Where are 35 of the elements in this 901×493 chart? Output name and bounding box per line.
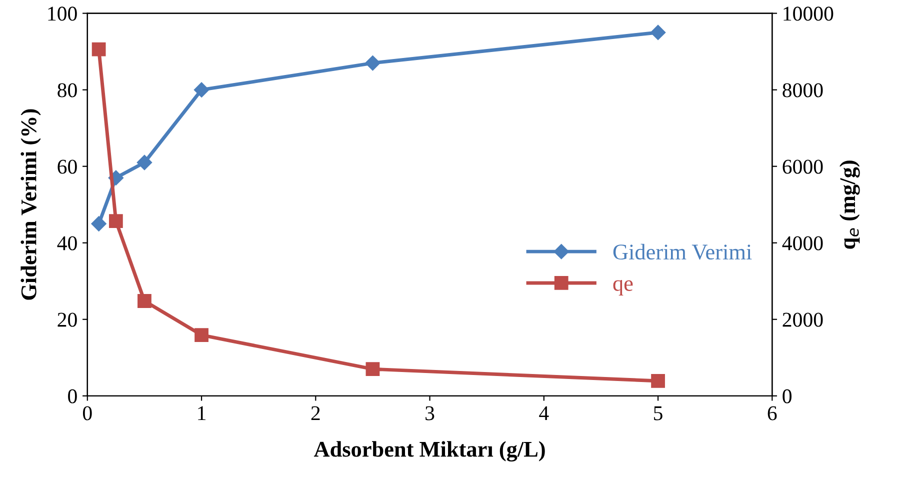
x-tick-label: 2	[311, 406, 320, 420]
legend-label: Giderim Verimi	[613, 244, 752, 260]
point	[365, 55, 380, 71]
point	[194, 82, 210, 98]
point	[108, 214, 123, 228]
point	[194, 328, 208, 342]
point	[91, 216, 106, 232]
y2-tick-label: 2000	[782, 312, 823, 327]
x-tick-label: 0	[82, 406, 92, 420]
y2-tick-label: 4000	[782, 236, 823, 250]
y2-axis-title: q$_{e}$ (mg/g)	[840, 160, 860, 249]
x-axis-title: Adsorbent Miktarı (g/L)	[314, 441, 545, 462]
y2-tick-label: 8000	[782, 83, 823, 98]
y2-tick-label: 10000	[784, 6, 834, 21]
point	[136, 154, 152, 170]
legend-label: qe	[613, 280, 633, 296]
point	[138, 294, 152, 308]
point	[92, 42, 106, 56]
y-tick-label: 40	[57, 236, 77, 250]
y2-tick-label: 6000	[782, 160, 823, 174]
x-tick-label: 1	[198, 406, 206, 420]
x-tick-label: 3	[426, 406, 434, 420]
y-tick-label: 0	[68, 389, 77, 404]
y-tick-label: 60	[58, 160, 77, 174]
x-tick-label: 5	[654, 406, 662, 420]
y-tick-label: 20	[58, 312, 77, 327]
y-tick-label: 100	[48, 6, 77, 21]
point	[651, 374, 665, 388]
point	[650, 24, 666, 40]
point	[366, 362, 380, 376]
x-tick-label: 4	[539, 406, 549, 420]
y-tick-label: 80	[58, 83, 77, 98]
y2-tick-label: 0	[782, 389, 792, 404]
y-axis-title: Giderim Verimi (%)	[20, 109, 41, 300]
x-tick-label: 6	[768, 406, 777, 420]
